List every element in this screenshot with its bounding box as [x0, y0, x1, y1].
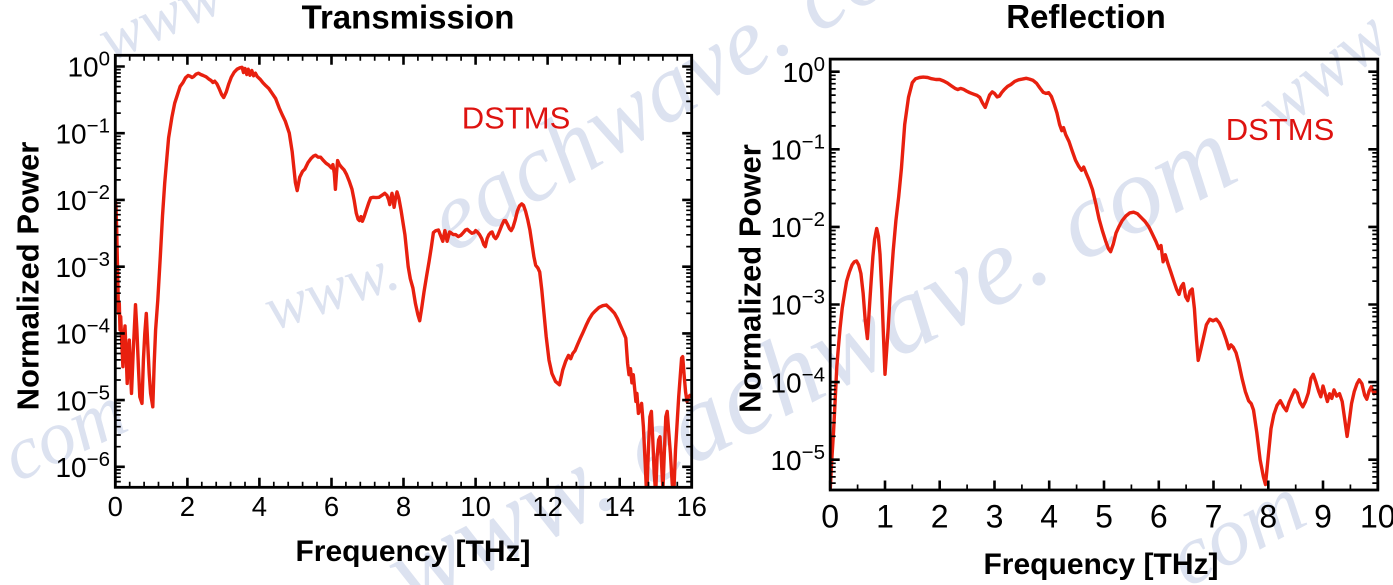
svg-text:10: 10 [460, 491, 491, 522]
svg-text:5: 5 [1095, 499, 1113, 535]
svg-text:4: 4 [1040, 499, 1058, 535]
svg-text:100: 100 [782, 53, 825, 88]
svg-text:10−3: 10−3 [770, 286, 825, 321]
svg-text:10: 10 [1360, 499, 1393, 535]
svg-text:6: 6 [324, 491, 339, 522]
svg-text:Normalized Power: Normalized Power [11, 142, 46, 411]
svg-text:0: 0 [108, 491, 123, 522]
svg-text:4: 4 [252, 491, 267, 522]
svg-text:Frequency [THz]: Frequency [THz] [295, 535, 530, 568]
svg-text:DSTMS: DSTMS [1226, 112, 1335, 147]
svg-text:10−2: 10−2 [55, 181, 110, 216]
svg-text:16: 16 [676, 491, 707, 522]
svg-text:DSTMS: DSTMS [462, 101, 571, 136]
svg-text:14: 14 [604, 491, 635, 522]
svg-text:1: 1 [876, 499, 894, 535]
svg-text:2: 2 [931, 499, 949, 535]
svg-text:9: 9 [1314, 499, 1332, 535]
svg-text:8: 8 [1259, 499, 1277, 535]
svg-text:8: 8 [396, 491, 411, 522]
svg-text:3: 3 [986, 499, 1004, 535]
svg-text:Normalized Power: Normalized Power [733, 144, 768, 413]
svg-text:2: 2 [180, 491, 195, 522]
svg-text:6: 6 [1150, 499, 1168, 535]
svg-text:10−5: 10−5 [55, 381, 110, 416]
svg-text:Reflection: Reflection [1006, 0, 1166, 35]
svg-text:0: 0 [821, 499, 839, 535]
svg-text:Transmission: Transmission [302, 0, 515, 36]
svg-text:Frequency [THz]: Frequency [THz] [983, 548, 1218, 581]
svg-text:7: 7 [1205, 499, 1223, 535]
svg-text:12: 12 [532, 491, 563, 522]
